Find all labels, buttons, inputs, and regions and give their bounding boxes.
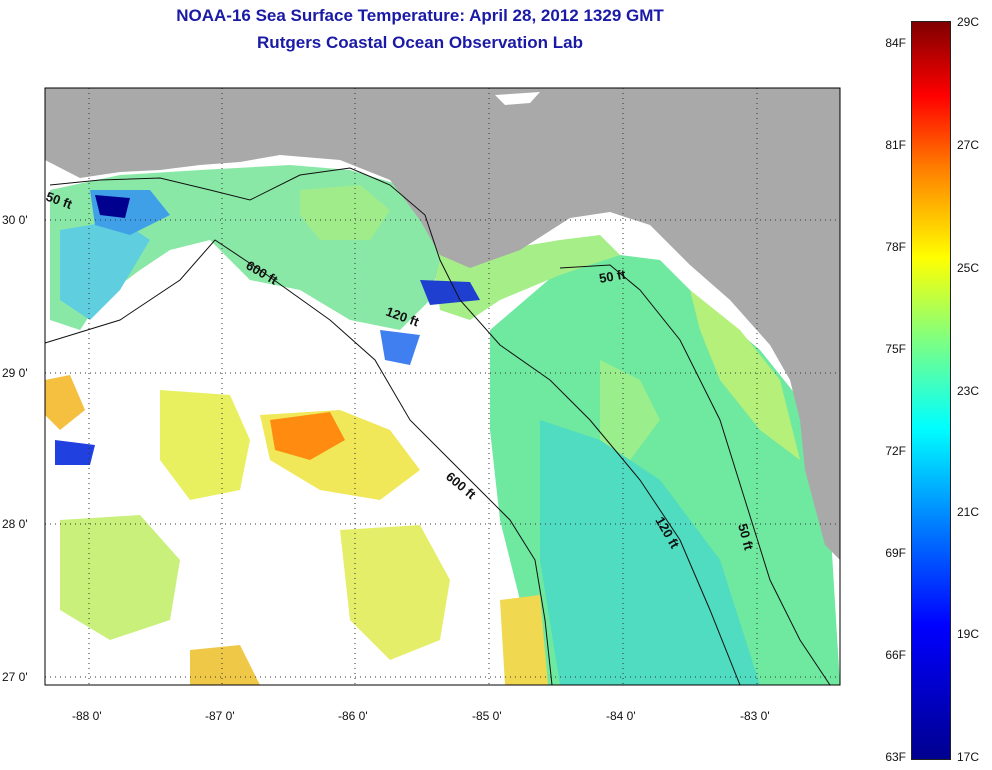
map-border xyxy=(44,87,841,686)
colorbar-fahrenheit-label: 84F xyxy=(885,36,906,50)
contour-label: 50 ft xyxy=(735,522,757,552)
longitude-tick: -87 0' xyxy=(205,709,235,723)
colorbar-celsius-label: 25C xyxy=(957,261,980,275)
colorbar-fahrenheit-label: 72F xyxy=(885,444,906,458)
colorbar-fahrenheit-label: 75F xyxy=(885,342,906,356)
colorbar-fahrenheit-label: 66F xyxy=(885,648,906,662)
depth-contours xyxy=(44,167,831,686)
longitude-tick: -85 0' xyxy=(472,709,502,723)
colorbar-celsius-label: 21C xyxy=(957,505,980,519)
colorbar-celsius-label: 17C xyxy=(957,750,980,764)
longitude-tick: -83 0' xyxy=(740,709,770,723)
colorbar-celsius-label: 19C xyxy=(957,627,980,641)
colorbar-fahrenheit-label: 63F xyxy=(885,750,906,764)
colorbar-fahrenheit-label: 78F xyxy=(885,240,906,254)
map-title: NOAA-16 Sea Surface Temperature: April 2… xyxy=(176,6,664,25)
colorbar-celsius-label: 29C xyxy=(957,15,980,29)
land xyxy=(45,88,840,560)
latitude-tick: 27 0' xyxy=(2,670,28,684)
latitude-tick: 29 0' xyxy=(2,366,28,380)
longitude-tick: -84 0' xyxy=(606,709,636,723)
longitude-tick: -86 0' xyxy=(338,709,368,723)
latitude-tick: 28 0' xyxy=(2,517,28,531)
map-subtitle: Rutgers Coastal Ocean Observation Lab xyxy=(257,33,583,52)
sst-field xyxy=(45,165,840,685)
latitude-tick: 30 0' xyxy=(2,213,28,227)
longitude-tick: -88 0' xyxy=(72,709,102,723)
colorbar-fahrenheit-label: 69F xyxy=(885,546,906,560)
colorbar-celsius-label: 27C xyxy=(957,138,980,152)
contour-label: 50 ft xyxy=(598,266,628,286)
colorbar-fahrenheit-label: 81F xyxy=(885,138,906,152)
colorbar-celsius-label: 23C xyxy=(957,384,980,398)
temperature-colorbar xyxy=(911,21,951,760)
